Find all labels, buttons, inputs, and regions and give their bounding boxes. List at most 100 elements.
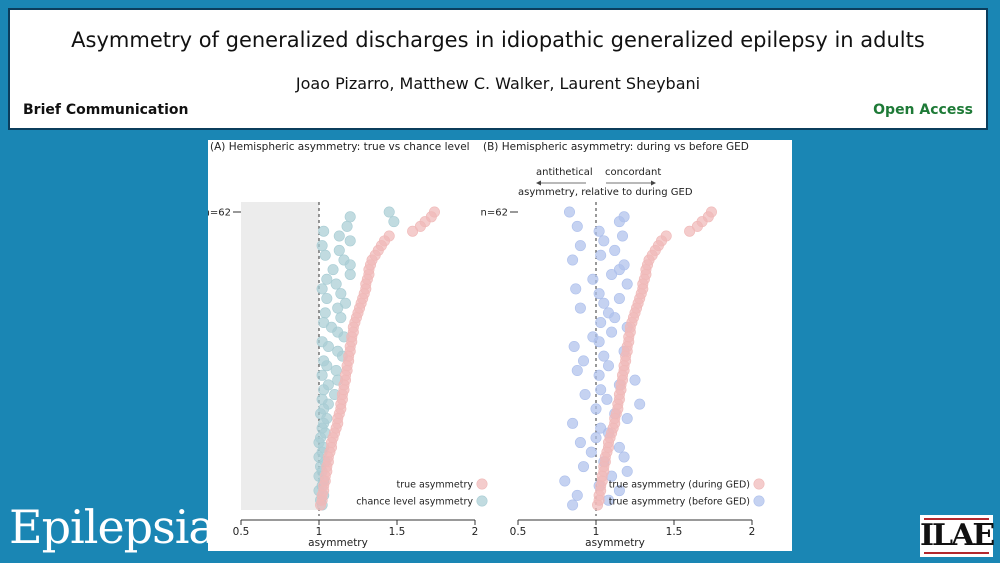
panel-a-point-true-61 — [315, 499, 327, 511]
panel-a-point-compare-12 — [327, 264, 339, 276]
panel-a-point-compare-16 — [316, 283, 328, 295]
panel-b-point-compare-49 — [613, 441, 625, 453]
panel-b-point-compare-51 — [618, 451, 630, 463]
panel-a-point-compare-20 — [332, 302, 344, 314]
panel-a-legend-label-1: chance level asymmetry — [356, 497, 473, 508]
panel-b-point-compare-23 — [595, 316, 607, 328]
panel-b-point-compare-10 — [567, 254, 579, 266]
panel-a-point-compare-34 — [316, 369, 328, 381]
open-access-badge: Open Access — [873, 102, 973, 118]
panel-a-point-compare-7 — [316, 240, 328, 252]
panel-b-legend-marker-0 — [753, 478, 765, 490]
panel-b-point-compare-6 — [598, 235, 610, 247]
panel-a-x-tick-label-3: 2 — [472, 526, 479, 538]
panel-b-n-label: n=62 — [481, 208, 508, 219]
ilae-logo-bottom-bar — [924, 552, 989, 554]
panel-a-point-compare-3 — [341, 220, 353, 232]
panel-b-point-compare-40 — [634, 398, 646, 410]
panel-b-legend-marker-1 — [753, 495, 765, 507]
panel-b-x-tick-label-2: 1.5 — [666, 526, 683, 538]
panel-a-point-compare-9 — [319, 249, 331, 261]
panel-b-point-compare-44 — [567, 417, 579, 429]
panel-b-point-compare-33 — [571, 365, 583, 377]
panel-a-point-compare-14 — [321, 273, 333, 285]
journal-logo: Epilepsia — [9, 500, 216, 554]
panel-a-x-tick-label-0: 0.5 — [233, 526, 250, 538]
figure-panel: (A) Hemispheric asymmetry: true vs chanc… — [208, 140, 792, 551]
panel-a-point-compare-32 — [321, 360, 333, 372]
panel-b-point-compare-34 — [593, 369, 605, 381]
panel-a-x-tick-label-2: 1.5 — [389, 526, 406, 538]
panel-b-point-compare-30 — [598, 350, 610, 362]
panel-a-point-compare-17 — [335, 288, 347, 300]
panel-b-point-compare-47 — [590, 432, 602, 444]
panel-b-point-compare-22 — [609, 312, 621, 324]
panel-b-point-compare-8 — [609, 244, 621, 256]
panel-a-legend-marker-1 — [476, 495, 488, 507]
panel-a-point-true-4 — [407, 225, 419, 237]
panel-b-point-compare-38 — [579, 389, 591, 401]
panel-a-title: (A) Hemispheric asymmetry: true vs chanc… — [210, 141, 470, 153]
panel-b-point-compare-28 — [568, 340, 580, 352]
article-banner: Asymmetry of generalized discharges in i… — [8, 8, 988, 130]
panel-b-point-compare-7 — [574, 240, 586, 252]
panel-b-point-compare-41 — [590, 403, 602, 415]
panel-a-point-compare-6 — [344, 235, 356, 247]
panel-b-point-compare-50 — [585, 446, 597, 458]
asymmetry-figure: (A) Hemispheric asymmetry: true vs chanc… — [208, 141, 765, 549]
panel-a-legend-label-0: true asymmetry — [396, 480, 473, 491]
panel-b-point-true-61 — [592, 499, 604, 511]
panel-b-x-tick-label-3: 2 — [749, 526, 756, 538]
panel-b-antithetical-label: antithetical — [536, 167, 593, 178]
panel-a-point-compare-18 — [321, 292, 333, 304]
panel-b-point-compare-17 — [593, 288, 605, 300]
panel-b-point-compare-25 — [606, 326, 618, 338]
panel-b-point-compare-32 — [602, 360, 614, 372]
panel-b-antithetical-arrowhead — [536, 180, 541, 186]
panel-a-shaded-region — [241, 202, 319, 510]
ilae-logo-top-bar — [924, 518, 989, 520]
ilae-logo-text: ILAE — [920, 518, 995, 553]
panel-a-point-compare-28 — [322, 340, 334, 352]
panel-b-point-compare-56 — [559, 475, 571, 487]
panel-b-point-compare-16 — [570, 283, 582, 295]
panel-b-point-compare-43 — [621, 413, 633, 425]
panel-b-point-compare-0 — [563, 206, 575, 218]
panel-b-point-compare-20 — [574, 302, 586, 314]
panel-a-point-compare-33 — [330, 365, 342, 377]
panel-b-point-compare-54 — [621, 465, 633, 477]
panel-b-point-compare-59 — [571, 489, 583, 501]
panel-b-point-compare-15 — [621, 278, 633, 290]
panel-a-point-compare-5 — [333, 230, 345, 242]
panel-b-title: (B) Hemispheric asymmetry: during vs bef… — [483, 141, 749, 153]
article-type-label: Brief Communication — [23, 102, 189, 118]
panel-b-point-true-4 — [684, 225, 696, 237]
panel-a-n-label: n=62 — [208, 208, 231, 219]
panel-a-legend-marker-0 — [476, 478, 488, 490]
panel-a-point-compare-8 — [333, 244, 345, 256]
panel-b-annotation-caption: asymmetry, relative to during GED — [518, 187, 693, 198]
panel-b-point-compare-14 — [587, 273, 599, 285]
panel-b-x-tick-label-0: 0.5 — [510, 526, 527, 538]
panel-b-point-compare-9 — [595, 249, 607, 261]
panel-b-legend-label-1: true asymmetry (before GED) — [609, 497, 750, 508]
panel-b-point-compare-18 — [613, 292, 625, 304]
panel-a-point-compare-15 — [330, 278, 342, 290]
panel-b-point-compare-5 — [617, 230, 629, 242]
panel-b-point-compare-4 — [593, 225, 605, 237]
panel-a-point-compare-13 — [344, 268, 356, 280]
panel-b-point-compare-19 — [598, 297, 610, 309]
panel-b-point-compare-48 — [574, 437, 586, 449]
panel-b-point-compare-3 — [571, 220, 583, 232]
panel-a-point-compare-37 — [318, 384, 330, 396]
panel-a-point-compare-0 — [383, 206, 395, 218]
panel-b-point-compare-39 — [601, 393, 613, 405]
panel-b-point-compare-35 — [629, 374, 641, 386]
panel-b-concordant-label: concordant — [605, 167, 661, 178]
article-authors: Joao Pizarro, Matthew C. Walker, Laurent… — [295, 74, 701, 93]
panel-a-point-compare-4 — [318, 225, 330, 237]
ilae-logo: ILAE — [920, 515, 995, 557]
panel-b-concordant-arrowhead — [651, 180, 656, 186]
panel-a-point-compare-1 — [344, 211, 356, 223]
panel-a-point-compare-2 — [388, 216, 400, 228]
